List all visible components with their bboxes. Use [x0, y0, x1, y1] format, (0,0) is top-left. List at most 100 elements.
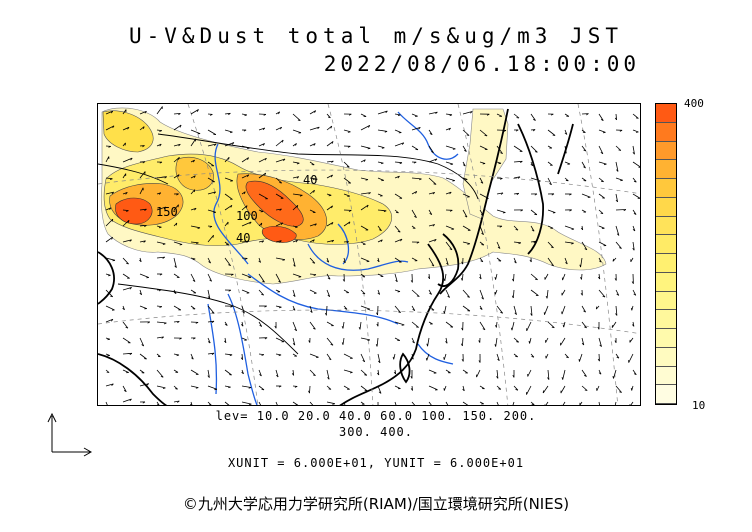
wind-vector-arrowhead: [144, 208, 147, 212]
wind-vector-arrow: [190, 207, 197, 211]
wind-vector-arrowhead: [196, 242, 199, 245]
wind-vector-arrow: [326, 141, 334, 147]
wind-vector-arrow: [258, 193, 268, 200]
wind-vector-arrowhead: [313, 190, 315, 193]
wind-vector-arrow: [377, 161, 384, 164]
wind-vector-arrow: [326, 305, 328, 316]
wind-vector-arrowhead: [327, 277, 331, 280]
wind-vector-arrow: [122, 321, 129, 329]
wind-vector-arrow: [598, 241, 607, 246]
wind-vector-arrow: [360, 257, 370, 262]
wind-vector-arrowhead: [564, 132, 568, 135]
contour-levels-line-2: 300. 400.: [338, 425, 414, 439]
wind-vector-arrow: [139, 225, 147, 227]
wind-vector-arrowhead: [584, 248, 588, 251]
wind-vector-arrow: [445, 241, 453, 250]
wind-vector-arrow: [156, 336, 164, 339]
wind-vector-arrowhead: [480, 181, 484, 184]
wind-vector-arrowhead: [147, 321, 151, 324]
wind-vector-arrow: [394, 142, 404, 147]
wind-vector-arrow: [496, 192, 504, 195]
wind-vector-arrow: [173, 174, 180, 179]
wind-vector-arrowhead: [597, 326, 600, 330]
wind-vector-arrowhead: [243, 129, 247, 132]
wind-vector-arrowhead: [362, 292, 366, 295]
wind-vector-arrowhead: [308, 340, 311, 343]
wind-vector-arrow: [426, 353, 430, 361]
wind-vector-arrowhead: [616, 169, 619, 172]
wind-vector-arrowhead: [261, 293, 264, 296]
wind-vector-arrow: [479, 225, 484, 235]
wind-vector-arrow: [292, 321, 297, 331]
wind-vector-arrow: [105, 218, 114, 227]
river-1: [213, 143, 249, 265]
axis-units-label: XUNIT = 6.000E+01, YUNIT = 6.000E+01: [227, 456, 525, 470]
wind-vector-arrowhead: [278, 354, 282, 357]
wind-vector-arrow: [241, 289, 250, 294]
wind-vector-arrow: [139, 383, 149, 387]
wind-vector-arrow: [547, 129, 556, 136]
wind-vector-arrow: [428, 177, 437, 185]
wind-vector-arrowhead: [498, 388, 501, 390]
wind-vector-arrow: [105, 177, 113, 180]
wind-vector-arrowhead: [278, 306, 282, 309]
wind-vector-arrowhead: [363, 159, 366, 163]
wind-vector-arrow: [444, 273, 447, 281]
wind-vector-arrowhead: [228, 157, 230, 160]
wind-vector-arrowhead: [230, 273, 234, 276]
wind-vector-arrow: [581, 273, 583, 280]
wind-vector-arrow: [258, 321, 263, 327]
wind-vector-arrowhead: [478, 360, 481, 363]
wind-vector-arrow: [292, 289, 296, 297]
wind-vector-arrowhead: [310, 310, 313, 313]
wind-vector-arrowhead: [512, 375, 515, 378]
wind-vector-arrow: [241, 240, 249, 243]
wind-vector-arrowhead: [530, 163, 534, 167]
wind-vector-arrowhead: [122, 307, 125, 311]
wind-vector-arrowhead: [146, 383, 149, 386]
wind-vector-arrow: [561, 305, 566, 315]
wind-vector-arrow: [105, 383, 114, 387]
wind-vector-arrowhead: [452, 180, 455, 182]
wind-vector-arrow: [615, 113, 617, 120]
wind-vector-arrow: [581, 369, 587, 377]
wind-vector-arrow: [190, 241, 199, 244]
wind-vector-arrowhead: [328, 388, 332, 390]
dust-region-high-west: [115, 197, 153, 225]
wind-vector-arrow: [241, 353, 243, 360]
wind-vector-arrowhead: [314, 110, 317, 113]
copyright-notice: ©九州大学応用力学研究所(RIAM)/国立環境研究所(NIES): [182, 495, 570, 513]
wind-vector-arrowhead: [618, 149, 621, 151]
wind-vector-arrowhead: [295, 143, 297, 146]
wind-vector-arrowhead: [331, 160, 334, 163]
wind-vector-arrowhead: [312, 239, 315, 242]
wind-vector-arrowhead: [346, 166, 350, 168]
wind-vector-arrowhead: [399, 162, 403, 165]
wind-vector-arrowhead: [619, 129, 623, 132]
wind-vector-arrow: [360, 192, 371, 195]
wind-vector-arrow: [547, 369, 550, 380]
wind-vector-arrow: [563, 321, 566, 328]
wind-vector-arrow: [530, 273, 538, 281]
wind-vector-arrow: [190, 225, 201, 229]
wind-vector-arrow: [173, 257, 177, 268]
wind-vector-arrowhead: [462, 164, 466, 167]
wind-vector-arrow: [326, 353, 332, 361]
wind-vector-arrow: [241, 113, 247, 116]
wind-vector-arrow: [615, 161, 619, 172]
wind-vector-arrow: [326, 222, 334, 227]
wind-vector-arrowhead: [247, 157, 249, 160]
wind-vector-arrow: [309, 369, 316, 376]
color-scale-segment: [656, 104, 676, 123]
wind-vector-arrowhead: [427, 276, 430, 280]
wind-vector-arrow: [394, 273, 398, 283]
wind-vector-arrow: [342, 337, 345, 345]
wind-vector-arrow: [360, 337, 370, 341]
wind-vector-arrowhead: [348, 221, 351, 225]
wind-vector-arrowhead: [207, 341, 211, 344]
wind-vector-arrowhead: [313, 143, 316, 146]
wind-vector-arrow: [224, 193, 233, 200]
wind-vector-arrowhead: [228, 264, 231, 267]
wind-vector-arrowhead: [264, 157, 267, 161]
wind-vector-arrow: [359, 321, 362, 330]
